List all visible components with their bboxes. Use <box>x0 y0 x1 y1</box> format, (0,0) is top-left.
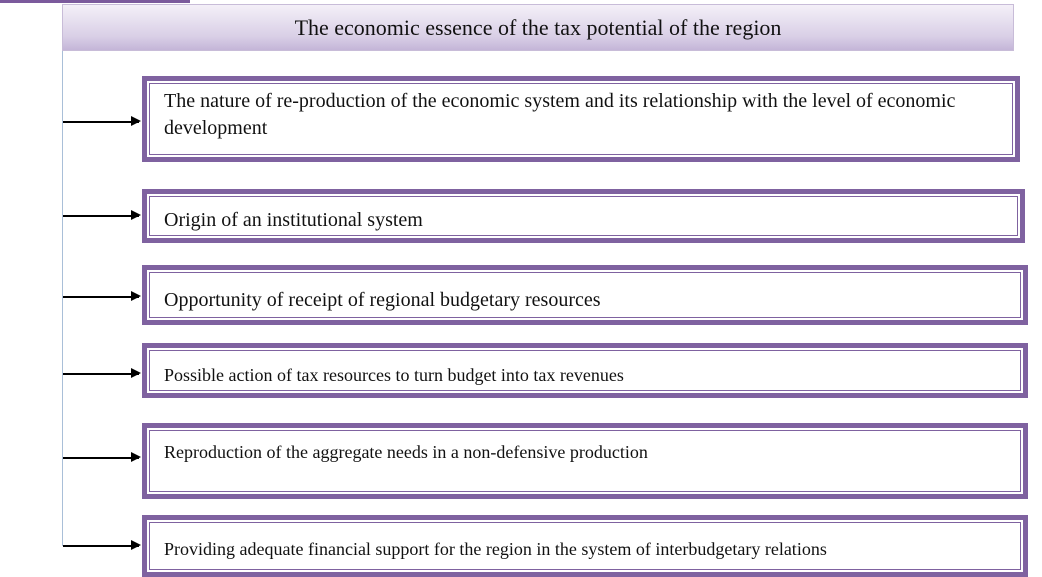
item-text: Possible action of tax resources to turn… <box>149 350 1021 391</box>
item-text: Origin of an institutional system <box>149 196 1018 236</box>
item-box-3: Opportunity of receipt of regional budge… <box>142 265 1028 325</box>
item-box-1: The nature of re-production of the econo… <box>142 76 1020 162</box>
item-box-4: Possible action of tax resources to turn… <box>142 343 1028 398</box>
top-accent-bar <box>0 0 190 3</box>
arrow <box>63 117 141 125</box>
item-text: Providing adequate financial support for… <box>149 522 1021 570</box>
item-box-6: Providing adequate financial support for… <box>142 515 1028 577</box>
arrow <box>63 453 141 461</box>
arrow <box>63 369 141 377</box>
arrow <box>63 211 141 219</box>
item-box-2: Origin of an institutional system <box>142 189 1025 243</box>
arrow <box>63 541 141 549</box>
item-text: Reproduction of the aggregate needs in a… <box>149 430 1021 492</box>
item-text: The nature of re-production of the econo… <box>149 83 1013 155</box>
diagram-title: The economic essence of the tax potentia… <box>62 4 1014 51</box>
item-box-5: Reproduction of the aggregate needs in a… <box>142 423 1028 499</box>
arrow <box>63 292 141 300</box>
item-text: Opportunity of receipt of regional budge… <box>149 272 1021 318</box>
connector-line <box>62 51 63 546</box>
